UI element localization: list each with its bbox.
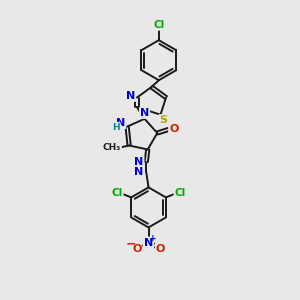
Text: N: N: [140, 108, 149, 118]
Text: −: −: [126, 237, 136, 250]
Text: O: O: [169, 124, 178, 134]
Text: S: S: [159, 115, 167, 125]
Text: N: N: [134, 167, 143, 177]
Text: O: O: [156, 244, 165, 254]
Text: N: N: [144, 238, 153, 248]
Text: N: N: [126, 91, 135, 101]
Text: O: O: [132, 244, 141, 254]
Text: CH₃: CH₃: [103, 143, 121, 152]
Text: Cl: Cl: [111, 188, 123, 198]
Text: N: N: [134, 157, 143, 167]
Text: Cl: Cl: [153, 20, 164, 30]
Text: Cl: Cl: [174, 188, 186, 198]
Text: N: N: [116, 118, 125, 128]
Text: H: H: [112, 123, 120, 132]
Text: +: +: [149, 234, 157, 243]
